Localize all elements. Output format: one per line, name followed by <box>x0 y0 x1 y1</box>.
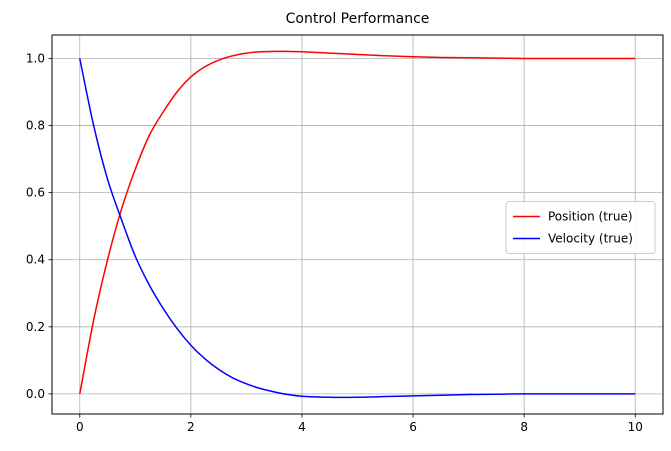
x-tick-label: 10 <box>628 420 643 434</box>
y-tick-label: 0.8 <box>26 119 45 133</box>
series-lines <box>79 50 636 399</box>
legend-label: Position (true) <box>548 210 633 224</box>
x-tick-label: 2 <box>187 420 195 434</box>
legend: Position (true) Velocity (true) <box>505 201 656 254</box>
series-line-position <box>79 50 636 395</box>
series-line-velocity <box>79 58 636 399</box>
x-tick-label: 0 <box>76 420 84 434</box>
legend-label: Velocity (true) <box>548 232 633 246</box>
y-tick-label: 0.2 <box>26 320 45 334</box>
y-tick-label: 0.6 <box>26 186 45 200</box>
legend-box <box>505 201 656 254</box>
y-tick-label: 0.4 <box>26 253 45 267</box>
x-tick-label: 6 <box>409 420 417 434</box>
x-tick-label: 4 <box>298 420 306 434</box>
plot-frame <box>51 34 664 415</box>
y-tick-label: 0.0 <box>26 387 45 401</box>
axis-ticks: 0 2 4 6 8 10 0.0 0.2 0.4 0.6 0.8 1.0 <box>26 51 643 434</box>
y-tick-label: 1.0 <box>26 51 45 65</box>
chart-title: Control Performance <box>286 11 430 27</box>
x-tick-label: 8 <box>520 420 528 434</box>
